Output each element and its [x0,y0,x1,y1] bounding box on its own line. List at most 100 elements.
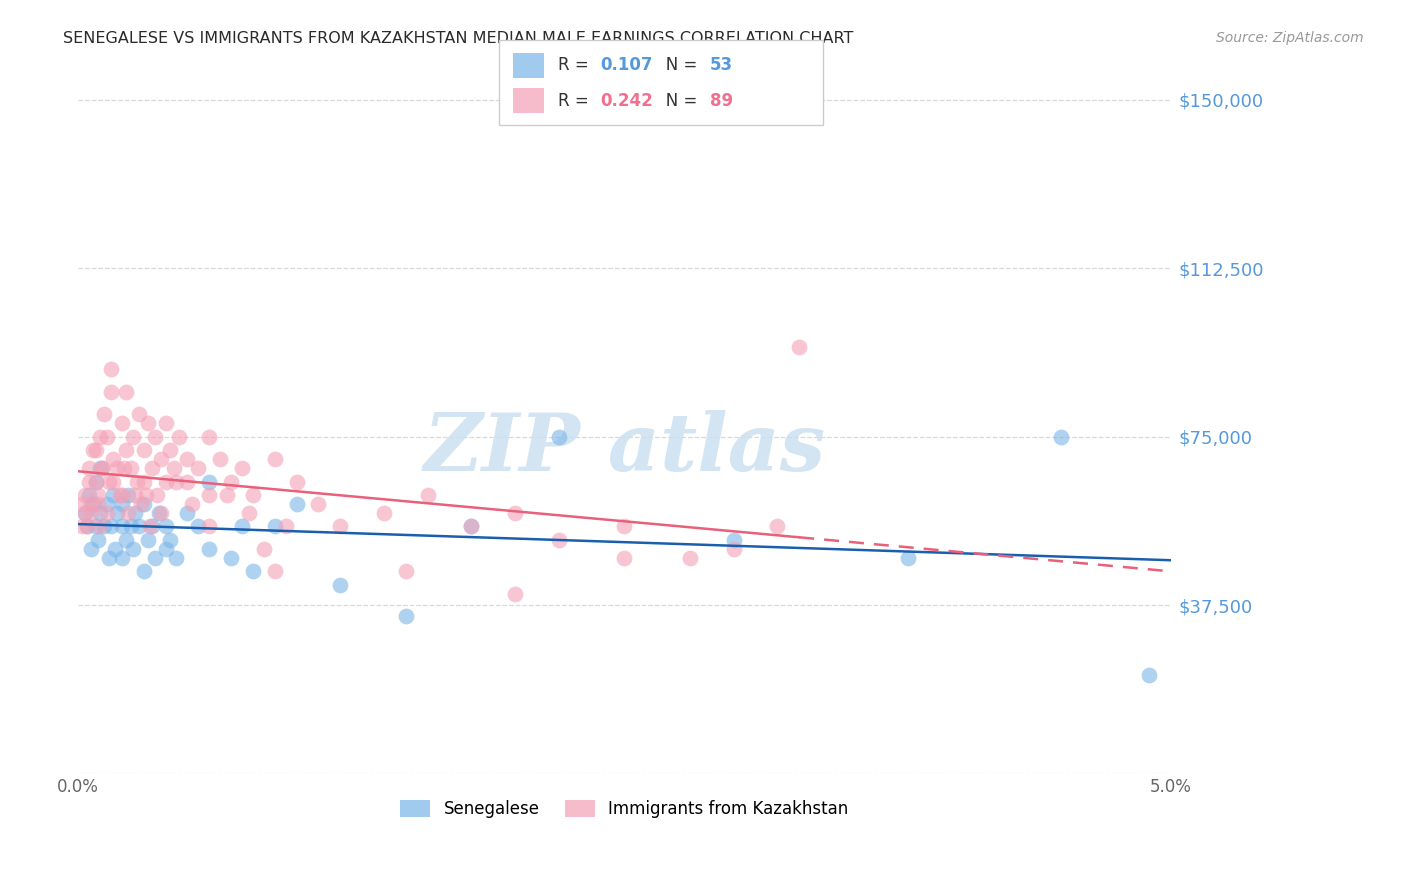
Point [285,475,308,489]
Text: 0.107: 0.107 [600,56,652,74]
Point [91,461,114,475]
Point [136,533,159,547]
Point [263,565,285,579]
Point [97,550,120,565]
Point [766,519,789,533]
Point [73,488,96,502]
Point [93,519,115,533]
Point [219,550,242,565]
Text: N =: N = [650,56,702,74]
Text: 89: 89 [710,92,733,110]
Point [84,443,107,458]
Point [101,475,124,489]
Point [141,461,163,475]
Point [84,475,107,489]
Point [111,550,134,565]
Point [91,461,114,475]
Text: 0.242: 0.242 [600,92,654,110]
Point [209,452,232,467]
Point [187,461,209,475]
Point [155,416,177,430]
Text: Source: ZipAtlas.com: Source: ZipAtlas.com [1216,31,1364,45]
Point [93,407,115,421]
Point [1137,667,1160,681]
Point [165,550,187,565]
Point [136,416,159,430]
Point [73,506,96,520]
Point [139,519,162,533]
Point [120,519,142,533]
Point [76,519,98,533]
Point [263,452,285,467]
Point [198,475,221,489]
Point [104,541,127,556]
Point [111,488,134,502]
Point [787,340,810,354]
Point [215,488,238,502]
Point [87,533,110,547]
Point [77,475,100,489]
Point [679,550,702,565]
Point [897,550,920,565]
Point [89,430,111,444]
Text: 53: 53 [710,56,733,74]
Point [131,497,153,511]
Point [373,506,395,520]
Point [155,475,177,489]
Text: R =: R = [558,92,595,110]
Point [503,587,526,601]
Point [117,488,139,502]
Point [96,506,118,520]
Point [155,519,177,533]
Point [111,497,134,511]
Text: SENEGALESE VS IMMIGRANTS FROM KAZAKHSTAN MEDIAN MALE EARNINGS CORRELATION CHART: SENEGALESE VS IMMIGRANTS FROM KAZAKHSTAN… [63,31,853,46]
Point [146,488,169,502]
Point [128,519,150,533]
Point [111,519,134,533]
Point [96,497,118,511]
Point [143,550,166,565]
Point [176,475,198,489]
Point [176,452,198,467]
Point [124,506,146,520]
Point [1050,430,1073,444]
Point [117,506,139,520]
Text: N =: N = [650,92,702,110]
Point [135,488,157,502]
Point [503,506,526,520]
Point [82,443,104,458]
Point [89,506,111,520]
Point [89,519,111,533]
Point [148,506,170,520]
Point [77,461,100,475]
Point [167,430,190,444]
Point [84,519,107,533]
Point [107,506,129,520]
Point [308,497,330,511]
Point [163,461,186,475]
Point [460,519,482,533]
Point [165,475,187,489]
Point [613,550,636,565]
Point [395,609,418,624]
Point [263,519,285,533]
Point [80,506,103,520]
Point [547,533,569,547]
Point [72,519,94,533]
Point [100,362,122,376]
Point [198,488,221,502]
Point [274,519,297,533]
Point [395,565,418,579]
Point [242,565,264,579]
Point [84,475,107,489]
Point [115,443,138,458]
Point [82,497,104,511]
Point [132,565,155,579]
Point [416,488,439,502]
Point [159,443,181,458]
Point [128,407,150,421]
Point [329,578,352,592]
Point [159,533,181,547]
Point [150,452,173,467]
Point [231,519,253,533]
